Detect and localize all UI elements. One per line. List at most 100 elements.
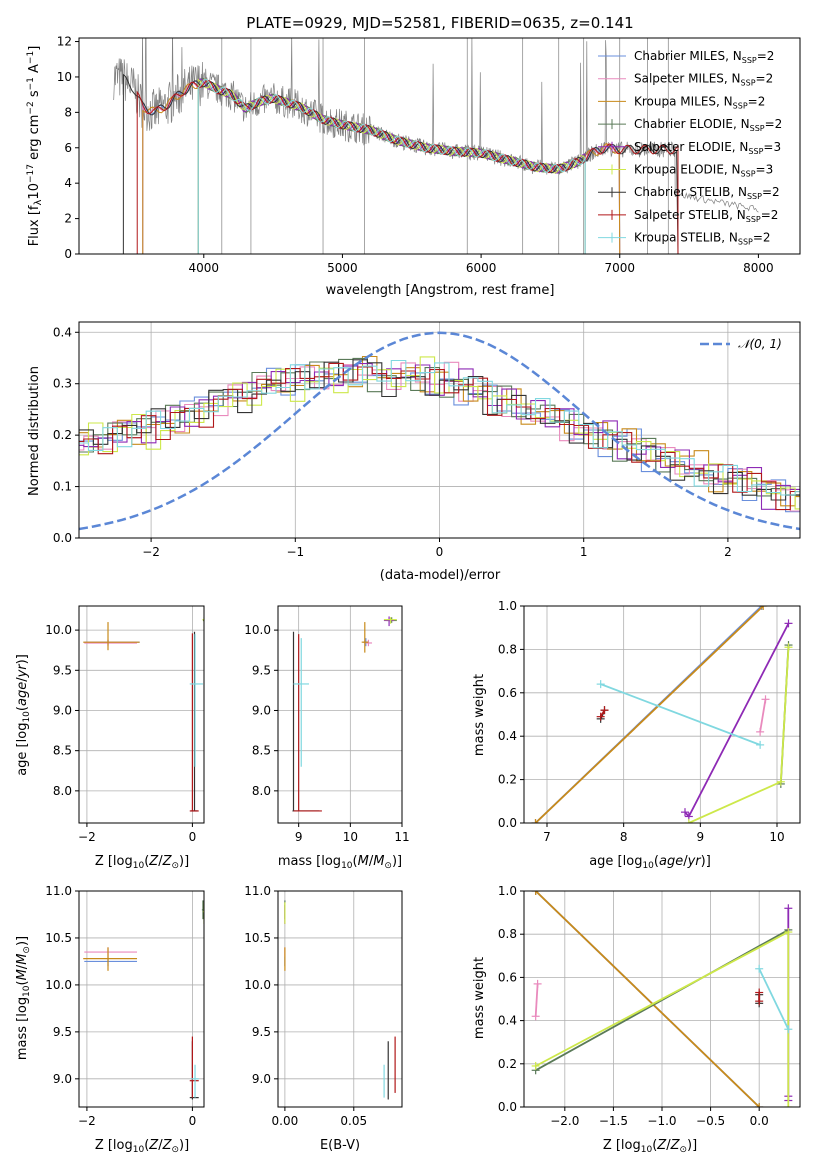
histogram-xtick-label: 2 xyxy=(724,545,732,559)
spectrum-ytick-label: 6 xyxy=(64,141,72,155)
histogram-ylabel: Normed distribution xyxy=(27,366,42,496)
weight_vs_age-ytick-label: 1.0 xyxy=(498,599,517,613)
spectrum-xtick-label: 4000 xyxy=(189,261,220,275)
age_vs_Z-ytick-label: 9.0 xyxy=(53,703,72,717)
spectrum-xtick-label: 6000 xyxy=(466,261,497,275)
gaussian-reference-curve xyxy=(79,331,800,531)
mass-vs-z-ylabel: mass [log10(M/M⊙)] xyxy=(15,936,32,1060)
age_vs_Z-ytick-label: 8.5 xyxy=(53,744,72,758)
weight-vs-metallicity-panel: −2.0 −1.5 −1.0 −0.5 0.0 0.0 0.2 0.4 0.6 0.8 1.0 xyxy=(498,884,801,1128)
age_vs_mass-ytick-label: 8.0 xyxy=(252,784,271,798)
age-vs-mass-xlabel: mass [log10(M/M⊙)] xyxy=(278,854,402,871)
histogram-ytick-label: 0.3 xyxy=(53,377,72,391)
spectrum-xlabel: wavelength [Angstrom, rest frame] xyxy=(326,283,555,298)
mass_vs_ebv-ytick-label: 10.5 xyxy=(244,931,271,945)
model-fit-kroupa_stelib xyxy=(197,78,586,254)
legend-label-kroupa_miles: Kroupa MILES, NSSP=2 xyxy=(634,94,765,110)
spectrum-ytick-label: 2 xyxy=(64,212,72,226)
weight_vs_age-line-kroupa_stelib xyxy=(600,683,761,746)
mass_vs_Z-xtick-label: −2 xyxy=(78,1114,96,1128)
weight_vs_Z-xtick-label: −0.5 xyxy=(696,1114,725,1128)
mass-vs-ebv-panel: 0.00 0.05 9.0 9.5 10.0 10.5 11.0 xyxy=(244,884,403,1128)
spectrum-axes-frame xyxy=(78,37,801,255)
age_vs_Z-ytick-label: 9.5 xyxy=(53,663,72,677)
mass_vs_Z-ytick-label: 11.0 xyxy=(45,884,72,898)
weight_vs_age-clipped-group xyxy=(531,606,793,823)
age_vs_Z-xtick-label: −2 xyxy=(78,830,96,844)
spectrum-ytick-label: 12 xyxy=(57,35,72,49)
weight_vs_age-line-kroupa_miles xyxy=(534,606,764,823)
age_vs_Z-clipped-group xyxy=(83,617,204,812)
mass_vs_ebv-ytick-label: 9.5 xyxy=(252,1025,271,1039)
mass_vs_Z-clipped-group xyxy=(83,900,204,1100)
weight-vs-z-ylabel: mass weight xyxy=(472,957,487,1039)
age_vs_mass-xtick-label: 9 xyxy=(295,830,303,844)
legend-label-salpeter_elodie: Salpeter ELODIE, NSSP=3 xyxy=(634,140,781,156)
spectrum-ytick-label: 0 xyxy=(64,247,72,261)
spectrum-ytick-label: 10 xyxy=(57,70,72,84)
weight_vs_age-xtick-label: 10 xyxy=(769,830,784,844)
weight_vs_Z-line-kroupa_miles xyxy=(535,891,760,1107)
weight_vs_age-line-salpeter_stelib xyxy=(599,709,606,718)
histogram-xlabel: (data-model)/error xyxy=(380,568,501,583)
weight_vs_Z-ytick-label: 0.4 xyxy=(498,1014,517,1028)
weight-vs-age-panel: 7 8 9 10 0.0 0.2 0.4 0.6 0.8 1.0 xyxy=(498,599,801,844)
spectrum-title: PLATE=0929, MJD=52581, FIBERID=0635, z=0… xyxy=(246,14,633,32)
age_vs_mass-axes-frame xyxy=(277,605,403,824)
legend-label-chabrier_miles: Chabrier MILES, NSSP=2 xyxy=(634,49,774,65)
weight_vs_Z-ytick-label: 0.2 xyxy=(498,1057,517,1071)
weight_vs_Z-line-kroupa_stelib xyxy=(758,968,790,1030)
age_vs_Z-ytick-label: 10.0 xyxy=(45,623,72,637)
weight_vs_age-xtick-label: 7 xyxy=(543,830,551,844)
legend-label-kroupa_elodie: Kroupa ELODIE, NSSP=3 xyxy=(634,163,773,179)
weight-vs-z-xlabel: Z [log10(Z/Z⊙)] xyxy=(603,1138,697,1155)
histogram-xtick-label: 0 xyxy=(436,545,444,559)
histogram-ytick-label: 0.4 xyxy=(53,325,72,339)
weight_vs_age-xtick-label: 9 xyxy=(697,830,705,844)
mass_vs_ebv-xtick-label: 0.00 xyxy=(272,1114,299,1128)
mass-vs-ebv-xlabel: E(B-V) xyxy=(320,1138,360,1153)
histogram-xtick-label: 1 xyxy=(580,545,588,559)
legend-label-chabrier_stelib: Chabrier STELIB, NSSP=2 xyxy=(634,185,780,201)
mass_vs_ebv-ytick-label: 9.0 xyxy=(252,1072,271,1086)
histogram-plot-area: −2 −1 0 1 2 0.0 0.1 0.2 0.3 0.4 𝒩(0, 1) xyxy=(53,321,801,559)
spectrum-xtick-label: 8000 xyxy=(743,261,774,275)
histogram-clipped-group xyxy=(79,331,800,531)
age_vs_mass-ytick-label: 8.5 xyxy=(252,744,271,758)
spectrum-ytick-label: 4 xyxy=(64,176,72,190)
histogram-ytick-label: 0.0 xyxy=(53,531,72,545)
weight_vs_Z-ytick-label: 0.6 xyxy=(498,970,517,984)
weight_vs_age-ytick-label: 0.6 xyxy=(498,686,517,700)
histogram-step-kroupa_stelib xyxy=(79,359,800,496)
model-fit-chabrier_stelib xyxy=(122,73,679,254)
spectrum-clipped-group xyxy=(113,38,759,254)
weight_vs_age-axes-frame xyxy=(523,605,801,824)
mass_vs_Z-ytick-label: 9.0 xyxy=(53,1072,72,1086)
spectrum-ylabel: Flux [fλ10−17 erg cm−2 s−1 A−1] xyxy=(26,46,44,247)
histogram-step-salpeter_stelib xyxy=(79,362,800,511)
age_vs_Z-ytick-label: 8.0 xyxy=(53,784,72,798)
mass_vs_ebv-xtick-label: 0.05 xyxy=(340,1114,367,1128)
mass_vs_ebv-ytick-label: 11.0 xyxy=(244,884,271,898)
histogram-xtick-label: −1 xyxy=(286,545,304,559)
weight_vs_Z-xtick-label: −2.0 xyxy=(550,1114,579,1128)
mass_vs_ebv-ytick-label: 10.0 xyxy=(244,978,271,992)
mass-vs-z-xlabel: Z [log10(Z/Z⊙)] xyxy=(95,1138,189,1155)
weight-vs-age-xlabel: age [log10(age/yr)] xyxy=(589,854,711,871)
weight_vs_Z-xtick-label: −1.5 xyxy=(599,1114,628,1128)
weight_vs_Z-clipped-group xyxy=(531,891,793,1107)
mass-vs-metallicity-panel: −2 0 9.0 9.5 10.0 10.5 11.0 xyxy=(45,884,205,1128)
age-vs-mass-panel: 9 10 11 8.0 8.5 9.0 9.5 10.0 xyxy=(244,605,410,844)
weight_vs_Z-xtick-label: −1.0 xyxy=(647,1114,676,1128)
legend-label-chabrier_elodie: Chabrier ELODIE, NSSP=2 xyxy=(634,117,782,133)
legend-label-salpeter_miles: Salpeter MILES, NSSP=2 xyxy=(634,72,773,88)
mass_vs_ebv-clipped-group xyxy=(284,900,396,1100)
spectrum-xtick-label: 5000 xyxy=(327,261,358,275)
weight_vs_Z-ytick-label: 0.8 xyxy=(498,927,517,941)
age_vs_mass-xtick-label: 11 xyxy=(394,830,409,844)
age_vs_mass-clipped-group xyxy=(292,616,397,812)
model-fit-kroupa_elodie xyxy=(197,78,586,254)
weight_vs_Z-line-salpeter_miles xyxy=(534,983,539,1017)
weight_vs_Z-ytick-label: 1.0 xyxy=(498,884,517,898)
